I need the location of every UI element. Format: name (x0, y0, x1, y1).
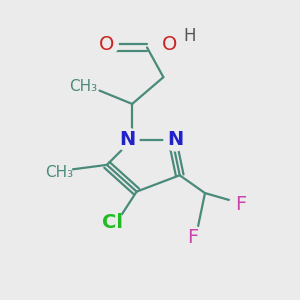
Circle shape (71, 74, 95, 98)
Text: H: H (184, 27, 197, 45)
Circle shape (182, 226, 204, 249)
Text: F: F (188, 228, 199, 247)
Circle shape (230, 194, 252, 216)
Circle shape (102, 212, 124, 234)
Text: F: F (235, 196, 246, 214)
Text: CH₃: CH₃ (45, 165, 74, 180)
Text: N: N (120, 130, 136, 149)
Text: O: O (99, 35, 115, 54)
Text: Cl: Cl (102, 213, 123, 232)
Circle shape (47, 160, 72, 185)
Text: CH₃: CH₃ (69, 79, 97, 94)
Circle shape (158, 33, 181, 56)
Circle shape (164, 128, 187, 151)
Text: N: N (167, 130, 183, 149)
Circle shape (96, 33, 118, 56)
Circle shape (179, 24, 201, 47)
Circle shape (116, 128, 139, 151)
Text: O: O (162, 35, 177, 54)
